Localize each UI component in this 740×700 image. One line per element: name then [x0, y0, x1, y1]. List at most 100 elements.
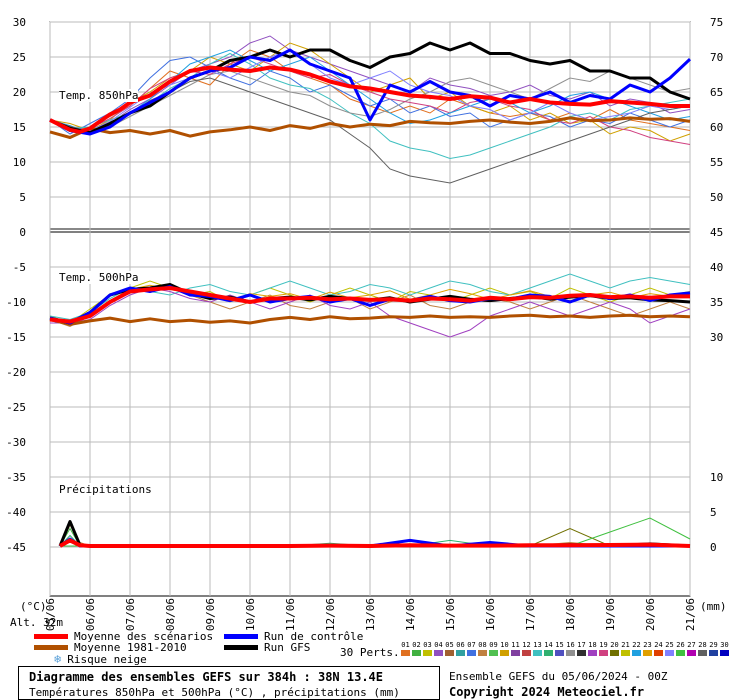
pert-legend-item: 16: [565, 641, 576, 656]
pert-number: 21: [621, 641, 630, 649]
x-tick-label: 13/06: [364, 598, 377, 631]
right-tick-label: 65: [710, 86, 723, 99]
x-tick-label: 17/06: [524, 598, 537, 631]
pert-number: 26: [676, 641, 685, 649]
copyright: Copyright 2024 Meteociel.fr: [449, 685, 645, 699]
legend-swatch-blue: [224, 634, 258, 639]
pert-color-swatch: [489, 650, 498, 656]
pert-color-swatch: [720, 650, 729, 656]
legend-run-controle: Run de contrôle: [224, 630, 363, 643]
pert-color-swatch: [423, 650, 432, 656]
pert-number: 15: [555, 641, 564, 649]
x-tick-label: 05/06: [44, 598, 57, 631]
chart-subtitle: Températures 850hPa et 500hPa (°C) , pré…: [29, 686, 400, 699]
pert-number: 06: [456, 641, 465, 649]
altitude-label: Alt. 32m: [10, 616, 63, 629]
pert-number: 08: [478, 641, 487, 649]
left-tick-label: -45: [6, 541, 26, 554]
pert-number: 01: [401, 641, 410, 649]
x-tick-label: 12/06: [324, 598, 337, 631]
pert-number: 09: [489, 641, 498, 649]
pert-number: 22: [632, 641, 641, 649]
x-tick-label: 15/06: [444, 598, 457, 631]
series-line: [49, 116, 691, 139]
left-tick-label: -30: [6, 436, 26, 449]
x-tick-label: 06/06: [84, 598, 97, 631]
pert-legend-item: 06: [455, 641, 466, 656]
pert-number: 24: [654, 641, 663, 649]
pert-number: 25: [665, 641, 674, 649]
pert-color-swatch: [566, 650, 575, 656]
legend-moyenne-scenarios: Moyenne des scénarios: [34, 630, 213, 643]
pert-number: 03: [423, 641, 432, 649]
series-line: [49, 313, 691, 326]
snowflake-icon: ❄: [54, 652, 62, 666]
left-tick-label: 0: [19, 226, 26, 239]
pert-color-swatch: [643, 650, 652, 656]
pert-legend-item: 04: [433, 641, 444, 656]
legend-label: Moyenne des scénarios: [74, 630, 214, 643]
left-tick-label: -20: [6, 366, 26, 379]
pert-color-swatch: [467, 650, 476, 656]
pert-color-swatch: [544, 650, 553, 656]
left-tick-label: 25: [13, 51, 26, 64]
left-tick-label: -25: [6, 401, 26, 414]
pert-number: 30: [720, 641, 729, 649]
pert-number: 23: [643, 641, 652, 649]
pert-color-swatch: [698, 650, 707, 656]
pert-legend-item: 25: [664, 641, 675, 656]
panel-label-850: Temp. 850hPa: [59, 89, 139, 102]
pert-legend-item: 14: [543, 641, 554, 656]
pert-number: 11: [511, 641, 520, 649]
legend-swatch-brown: [34, 645, 68, 650]
pert-number: 20: [610, 641, 619, 649]
pert-color-swatch: [434, 650, 443, 656]
left-tick-label: 10: [13, 156, 26, 169]
x-tick-label: 21/06: [684, 598, 697, 631]
x-tick-label: 16/06: [484, 598, 497, 631]
pert-color-swatch: [401, 650, 410, 656]
x-tick-label: 07/06: [124, 598, 137, 631]
pert-legend-item: 02: [411, 641, 422, 656]
legend-moyenne-1981-2010: Moyenne 1981-2010: [34, 641, 187, 654]
right-tick-label: 70: [710, 51, 723, 64]
left-tick-label: -15: [6, 331, 26, 344]
pert-legend-item: 01: [400, 641, 411, 656]
legend-label: Moyenne 1981-2010: [74, 641, 187, 654]
left-unit-label: (°C): [20, 600, 47, 613]
pert-legend-item: 30: [719, 641, 730, 656]
right-tick-label: 55: [710, 156, 723, 169]
pert-color-swatch: [456, 650, 465, 656]
pert-legend-item: 08: [477, 641, 488, 656]
left-tick-label: -35: [6, 471, 26, 484]
pert-color-swatch: [654, 650, 663, 656]
pert-color-swatch: [445, 650, 454, 656]
chart-title: Diagramme des ensembles GEFS sur 384h : …: [29, 670, 384, 684]
right-tick-label: 50: [710, 191, 723, 204]
series-line: [49, 286, 690, 324]
pert-number: 17: [577, 641, 586, 649]
left-tick-label: -40: [6, 506, 26, 519]
pert-number: 19: [599, 641, 608, 649]
x-tick-label: 20/06: [644, 598, 657, 631]
right-tick-label: 35: [710, 296, 723, 309]
panel-label-precip: Précipitations: [59, 483, 152, 496]
right-tick-label: 5: [710, 506, 717, 519]
panel-label-500: Temp. 500hPa: [59, 271, 139, 284]
pert-number: 13: [533, 641, 542, 649]
pert-color-swatch: [500, 650, 509, 656]
pert-legend-item: 09: [488, 641, 499, 656]
pert-color-swatch: [599, 650, 608, 656]
pert-legend-item: 13: [532, 641, 543, 656]
pert-legend-item: 17: [576, 641, 587, 656]
x-tick-label: 10/06: [244, 598, 257, 631]
member-500-line: [49, 273, 691, 321]
pert-legend-item: 15: [554, 641, 565, 656]
right-unit-label: (mm): [700, 600, 727, 613]
pert-color-swatch: [478, 650, 487, 656]
series-line: [49, 65, 690, 134]
left-tick-label: 30: [13, 16, 26, 29]
perturbation-legend: 01 02 03 04 05 06 07 08 09 10 11 12 13 14 15 16 17 18 19 20…: [400, 641, 730, 656]
x-tick-label: 09/06: [204, 598, 217, 631]
legend-risque-neige: ❄ Risque neige: [54, 652, 147, 666]
